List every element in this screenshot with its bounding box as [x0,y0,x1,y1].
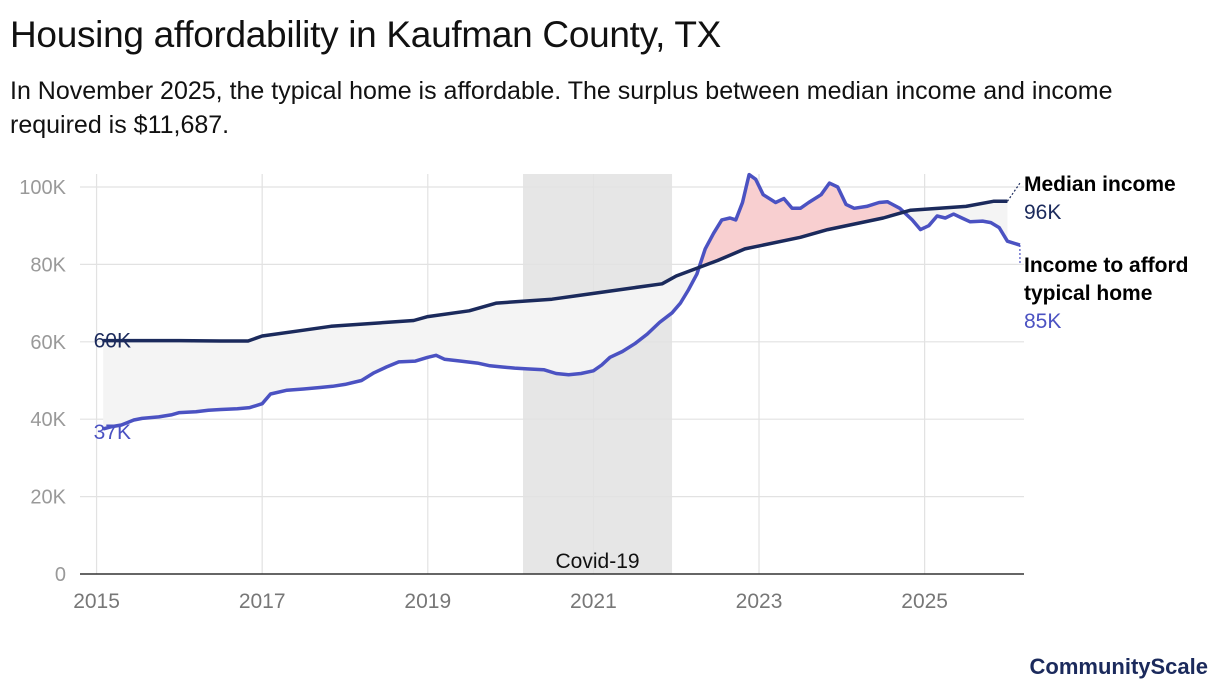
start-label-home-income: 37K [94,421,131,444]
series-name-median-income: Median income [1024,173,1176,196]
surplus-area [905,201,1008,242]
series-line-median-income [103,199,1008,343]
y-tick-label: 20K [30,487,66,509]
y-tick-label: 0 [55,564,66,586]
y-tick-label: 40K [30,409,66,431]
chart-title: Housing affordability in Kaufman County,… [10,14,722,55]
surplus-area [103,264,700,429]
x-tick-label: 2017 [239,590,286,613]
series-line-home-income [102,172,1021,431]
brand-logo-text: CommunityScale [1029,654,1209,679]
deficit-area [700,175,906,268]
x-tick-label: 2015 [73,590,120,613]
series-name-home-income: Income to afford typical home [1024,254,1189,305]
y-tick-label: 60K [30,332,66,354]
x-tick-label: 2025 [901,590,948,613]
x-tick-label: 2021 [570,590,617,613]
y-tick-label: 100K [19,177,66,199]
start-label-median-income: 60K [94,330,131,353]
end-label-home-income: 85K [1024,310,1061,333]
covid-label: Covid-19 [556,550,640,573]
chart-subtitle: In November 2025, the typical home is af… [10,77,1113,139]
y-tick-label: 80K [30,254,66,276]
x-tick-label: 2019 [404,590,451,613]
x-tick-label: 2023 [736,590,783,613]
end-connector-median-income [1006,182,1021,202]
covid-band [523,174,673,574]
end-label-median-income: 96K [1024,201,1061,224]
